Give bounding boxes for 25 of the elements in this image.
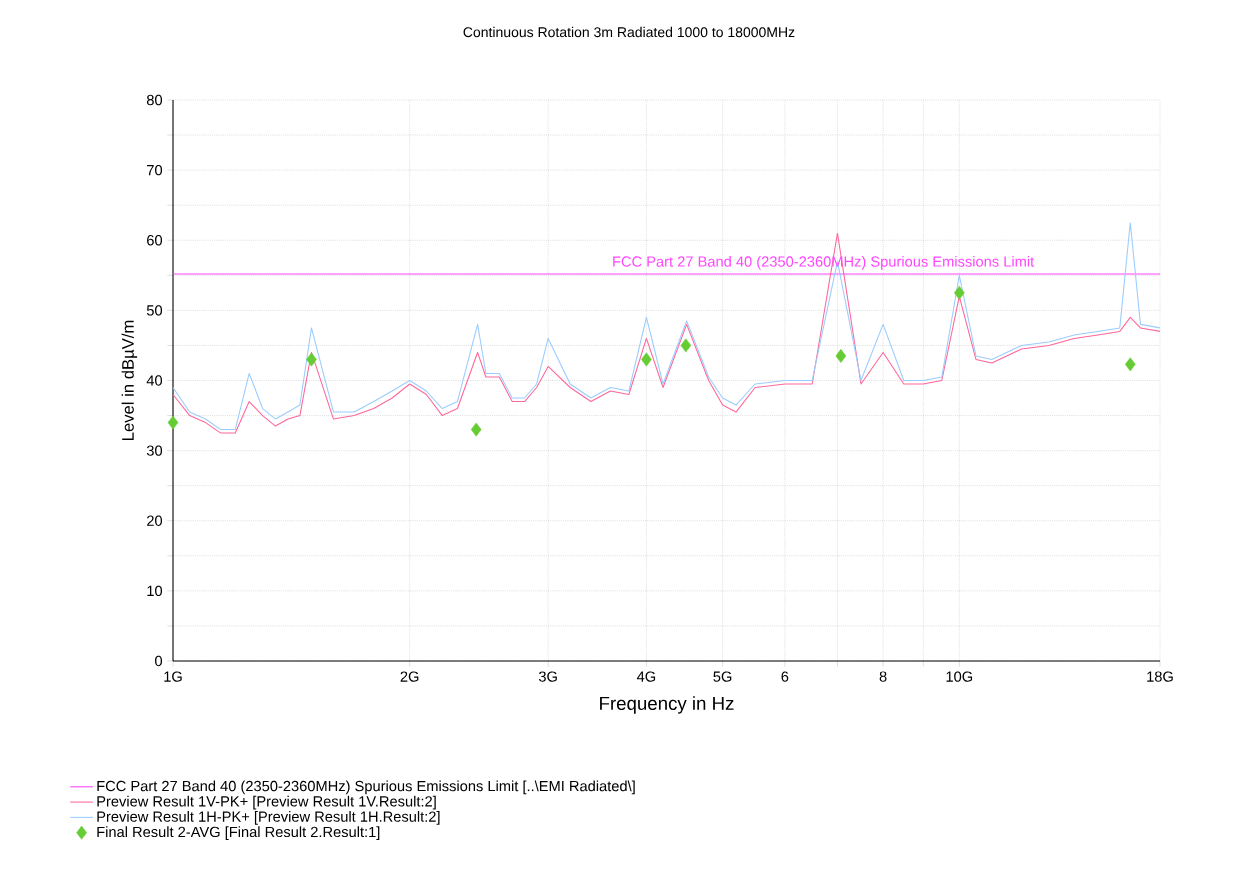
x-tick-label: 1G — [164, 671, 182, 682]
y-tick-label: 10 — [147, 585, 163, 597]
x-tick-label: 3G — [538, 671, 557, 682]
y-tick-label: 80 — [146, 94, 163, 106]
y-tick-label: 40 — [146, 375, 163, 386]
y-tick-label: 20 — [147, 515, 163, 526]
x-axis-title: Frequency in Hz — [600, 696, 734, 714]
x-tick-label: 2G — [400, 671, 419, 682]
x-tick-label: 4G — [636, 671, 656, 682]
x-tick-label: 18G — [1147, 671, 1173, 682]
y-tick-label: 50 — [146, 305, 163, 316]
x-tick-label: 10G — [946, 671, 973, 682]
legend-label: Preview Result 1V-PK+ [Preview Result 1V.Result:2] — [97, 795, 436, 810]
y-tick-label: 70 — [147, 164, 163, 176]
legend-label: FCC Part 27 Band 40 (2350-2360MHz) Spurious Emissions Limit [..\EMI Radiated\] — [97, 780, 635, 795]
legend-label: Preview Result 1H-PK+ [Preview Result 1H.Result:2] — [97, 811, 440, 825]
y-tick-label: 0 — [155, 655, 163, 667]
x-tick-label: 6 — [781, 671, 789, 682]
x-tick-label: 5G — [713, 671, 732, 682]
x-tick-label: 8 — [879, 671, 887, 682]
legend-label: Final Result 2-AVG [Final Result 2.Result:1] — [97, 826, 380, 841]
y-tick-label: 60 — [147, 235, 163, 246]
y-tick-label: 30 — [146, 445, 163, 456]
y-axis-title: Level in dBµV/m — [121, 320, 138, 440]
chart-title: Continuous Rotation 3m Radiated 1000 to 18000MHz — [463, 26, 795, 38]
